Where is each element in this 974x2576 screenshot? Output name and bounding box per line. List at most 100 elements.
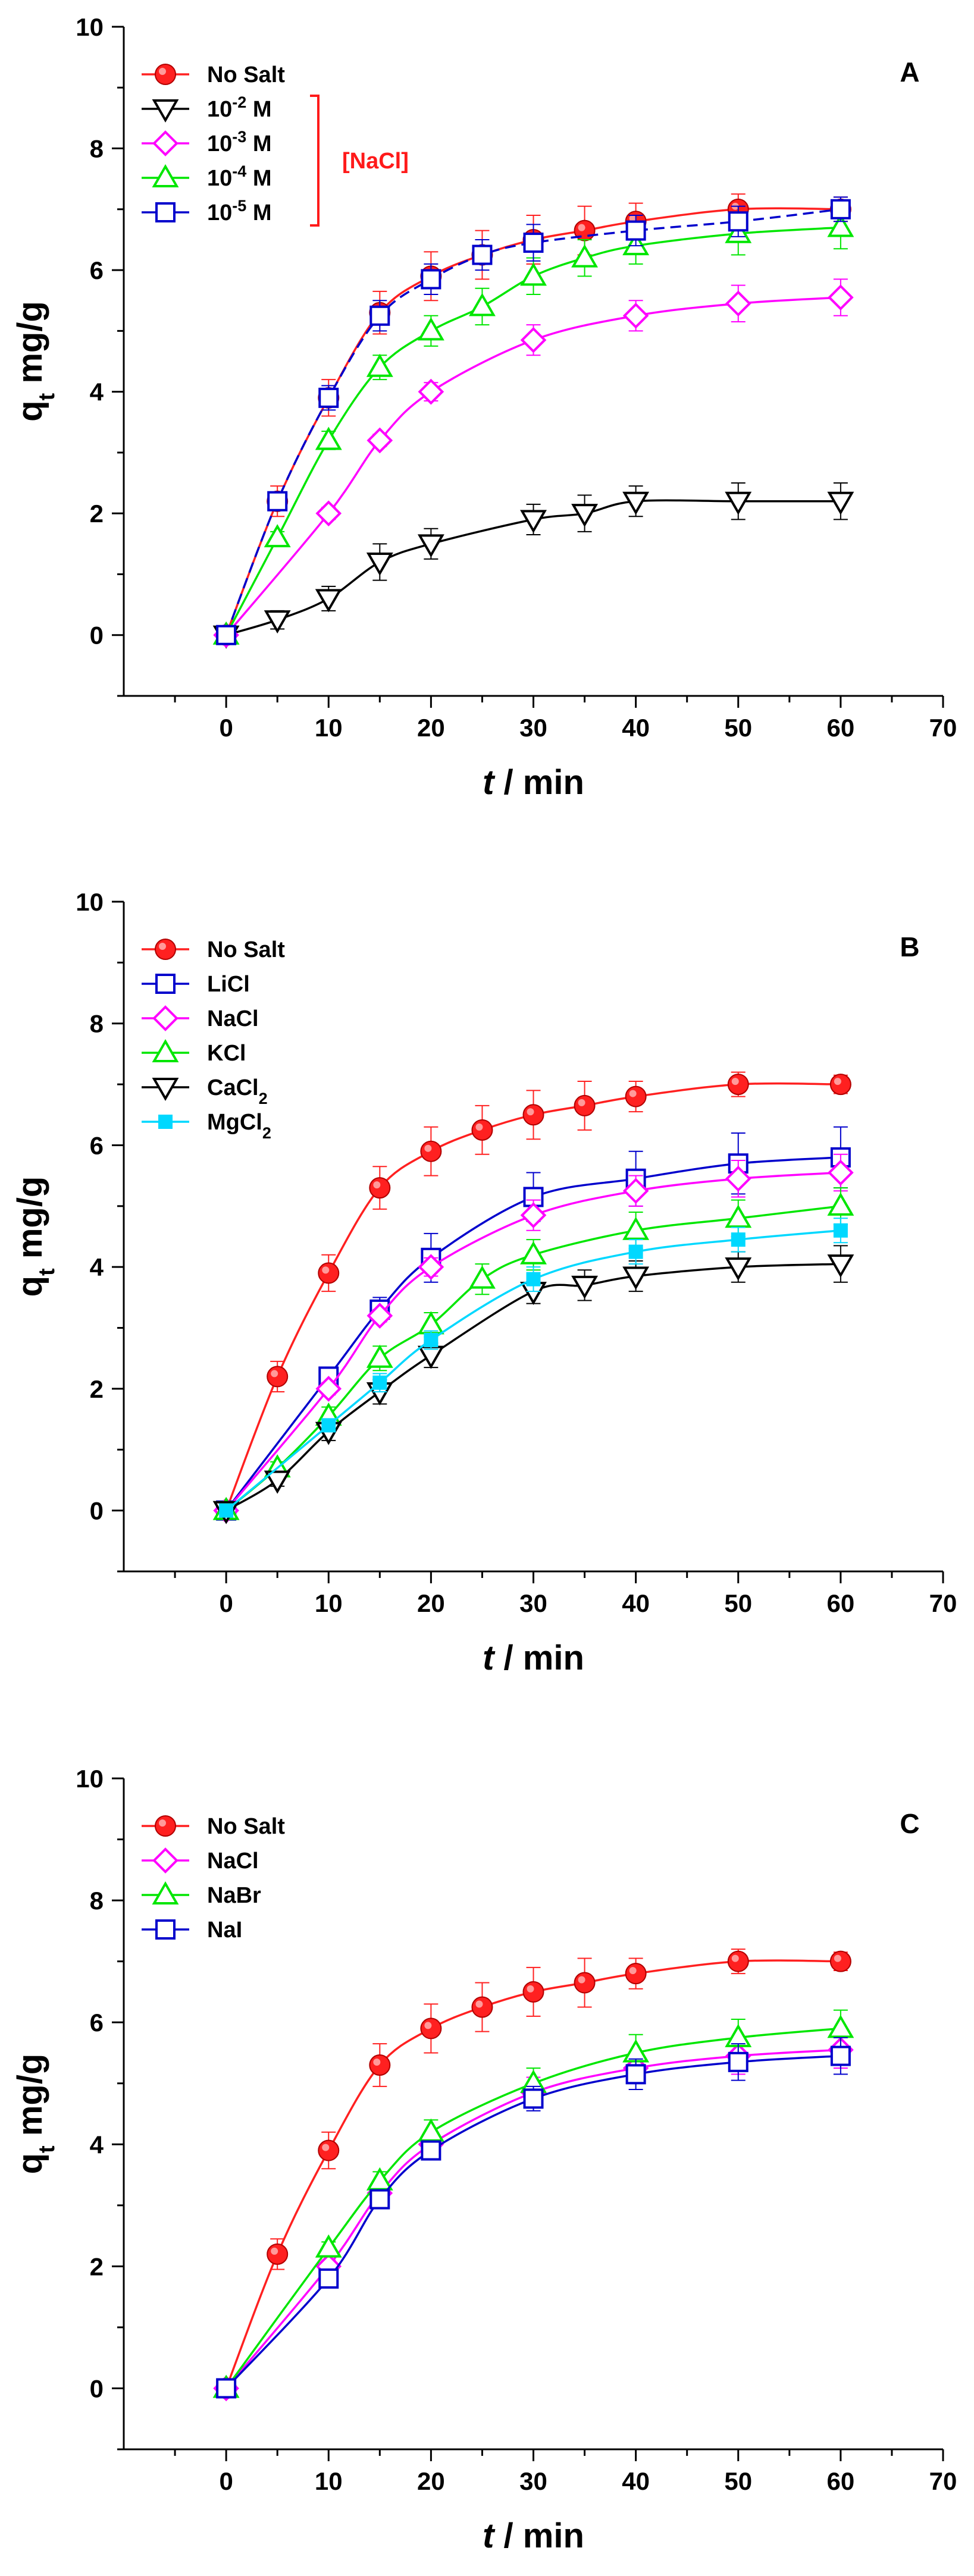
x-tick-label: 60 <box>827 1589 855 1617</box>
y-tick-label: 10 <box>76 888 104 916</box>
legend-marker <box>155 1815 176 1837</box>
data-point <box>520 1202 547 1229</box>
legend-marker <box>155 202 176 222</box>
x-tick-label: 30 <box>519 2467 547 2495</box>
legend-label: 10-3 M <box>207 128 272 156</box>
data-point <box>264 1470 291 1494</box>
legend-label: NaI <box>207 1918 242 1943</box>
data-point-highlight <box>475 2000 483 2008</box>
data-point <box>625 1085 647 1107</box>
series-nabr <box>212 2009 854 2398</box>
y-tick-label: 6 <box>90 2009 104 2037</box>
legend-item: LiCl <box>142 972 250 997</box>
data-point <box>366 353 393 377</box>
data-point <box>520 510 547 534</box>
data-point-highlight <box>629 1090 637 1097</box>
y-tick-label: 6 <box>90 256 104 284</box>
axes: 0 10 20 30 40 50 60 70 0 2 4 6 8 10 t / min qt mg/g <box>11 888 957 1677</box>
x-tick-label: 0 <box>219 714 233 742</box>
data-point <box>369 2054 391 2076</box>
data-point-highlight <box>322 2144 330 2151</box>
data-point <box>522 1104 544 1126</box>
data-point <box>833 1223 848 1238</box>
data-point-highlight <box>424 1144 432 1152</box>
legend-label: 10-2 M <box>207 93 272 122</box>
y-axis-title: qt mg/g <box>11 1176 59 1297</box>
data-point <box>727 1074 749 1096</box>
series-no-salt <box>215 1949 851 2399</box>
x-tick-label: 40 <box>622 1589 650 1617</box>
plot-area <box>212 193 854 649</box>
y-tick-label: 4 <box>90 2131 104 2158</box>
data-point-highlight <box>424 2022 432 2029</box>
panel-letter: B <box>900 931 919 962</box>
data-point-highlight <box>373 1181 381 1189</box>
x-axis-title: t / min <box>483 1639 584 1677</box>
series-10-3-m <box>213 278 854 648</box>
data-point-highlight <box>834 1954 841 1962</box>
legend-marker <box>152 1078 179 1102</box>
data-point <box>622 491 650 515</box>
data-point-highlight <box>527 1985 534 1993</box>
series-10-5-m <box>216 196 851 645</box>
data-point <box>421 269 441 290</box>
x-tick-label: 40 <box>622 714 650 742</box>
x-tick-label: 30 <box>519 1589 547 1617</box>
series-line <box>225 208 841 636</box>
legend-item: 10-2 M <box>142 93 272 123</box>
data-point <box>829 1950 851 1972</box>
data-point-highlight <box>475 1123 483 1131</box>
data-point <box>522 1981 544 2003</box>
data-point <box>628 1244 643 1259</box>
data-point <box>471 1996 493 2018</box>
legend-marker <box>155 1919 176 1940</box>
data-point <box>421 2140 441 2161</box>
x-tick-label: 40 <box>622 2467 650 2495</box>
data-point <box>372 1375 387 1390</box>
legend-item: NaCl <box>142 1005 259 1031</box>
legend-marker-highlight <box>159 1819 166 1827</box>
data-point <box>471 1119 493 1141</box>
data-point <box>366 1344 393 1368</box>
series-line <box>226 1263 841 1512</box>
data-point <box>417 2118 444 2142</box>
data-point <box>827 214 854 237</box>
plot-area <box>212 1071 854 1524</box>
legend-marker <box>152 1847 178 1874</box>
data-point <box>526 1272 541 1287</box>
legend-item: 10-4 M <box>142 162 272 191</box>
x-axis-title: t / min <box>483 763 584 802</box>
data-point <box>622 1178 649 1204</box>
x-tick-label: 70 <box>929 1589 957 1617</box>
data-point <box>418 378 444 405</box>
bracket-label: [NaCl] <box>342 149 409 174</box>
data-point <box>828 284 854 310</box>
panel-c: 0 10 20 30 40 50 60 70 0 2 4 6 8 10 t / min qt mg/g C No … <box>11 1765 957 2555</box>
data-point <box>725 290 751 317</box>
y-tick-label: 10 <box>76 1765 104 1793</box>
data-point <box>424 1333 439 1348</box>
legend-marker <box>152 1881 179 1904</box>
data-point <box>264 610 291 634</box>
series-nai <box>216 2037 851 2399</box>
series-line <box>225 1082 841 1511</box>
series-licl <box>216 1126 851 1521</box>
data-point <box>315 1376 342 1402</box>
data-point <box>315 426 342 450</box>
data-point <box>827 1192 854 1216</box>
axes: 0 10 20 30 40 50 60 70 0 2 4 6 8 10 t / min qt mg/g <box>11 13 957 802</box>
legend-item: 10-3 M <box>142 128 272 156</box>
legend-label: No Salt <box>207 1814 285 1839</box>
data-point <box>366 553 393 576</box>
data-point-highlight <box>834 1078 841 1085</box>
legend-marker <box>152 1038 179 1062</box>
legend-marker <box>155 939 176 960</box>
legend-item: 10-5 M <box>142 197 272 225</box>
data-point-highlight <box>629 1967 637 1975</box>
y-tick-label: 0 <box>90 2374 104 2402</box>
legend-marker <box>152 130 178 156</box>
x-tick-label: 60 <box>827 2467 855 2495</box>
y-tick-label: 0 <box>90 622 104 650</box>
panel-letter: C <box>900 1808 919 1839</box>
